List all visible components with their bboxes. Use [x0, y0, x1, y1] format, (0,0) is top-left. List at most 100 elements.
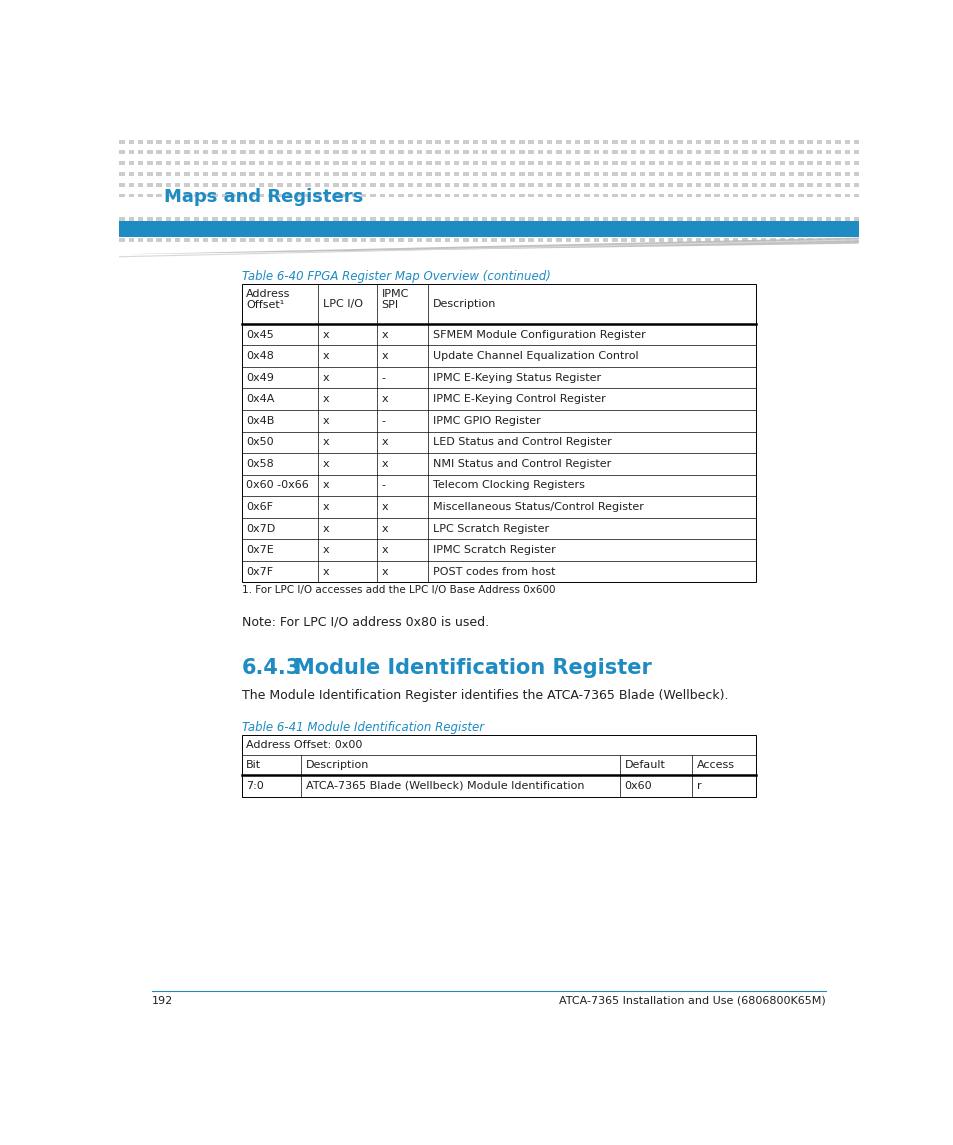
Bar — [565, 183, 571, 187]
Bar — [129, 228, 133, 231]
Bar — [249, 194, 254, 197]
Bar — [286, 238, 292, 242]
Bar — [723, 238, 728, 242]
Bar — [714, 238, 720, 242]
Bar — [333, 228, 338, 231]
Bar — [695, 140, 700, 143]
Bar — [174, 140, 180, 143]
Bar — [342, 150, 348, 155]
Text: x: x — [322, 372, 329, 382]
Bar — [379, 216, 385, 221]
Bar — [686, 183, 691, 187]
Bar — [798, 238, 802, 242]
Bar — [258, 216, 264, 221]
Bar — [231, 161, 236, 165]
Bar — [667, 140, 673, 143]
Bar — [556, 161, 561, 165]
Bar — [788, 216, 794, 221]
Bar — [575, 228, 579, 231]
Bar — [509, 228, 515, 231]
Bar — [333, 216, 338, 221]
Bar — [397, 172, 403, 176]
Bar — [825, 161, 831, 165]
Bar — [528, 228, 534, 231]
Text: -: - — [381, 416, 385, 426]
Bar — [258, 150, 264, 155]
Bar — [407, 172, 413, 176]
Bar — [658, 150, 663, 155]
Text: 0x7E: 0x7E — [246, 545, 274, 555]
Bar — [231, 172, 236, 176]
Bar — [798, 172, 802, 176]
Bar — [760, 183, 765, 187]
Bar — [658, 194, 663, 197]
Bar — [444, 140, 450, 143]
Text: x: x — [381, 437, 388, 448]
Bar — [686, 216, 691, 221]
Bar — [249, 183, 254, 187]
Bar — [788, 150, 794, 155]
Bar — [463, 140, 468, 143]
Text: 0x48: 0x48 — [246, 352, 274, 361]
Bar — [500, 172, 505, 176]
Bar — [352, 216, 356, 221]
Text: SFMEM Module Configuration Register: SFMEM Module Configuration Register — [432, 330, 645, 340]
Bar — [509, 216, 515, 221]
Bar — [620, 140, 626, 143]
Text: x: x — [381, 523, 388, 534]
Bar — [147, 238, 152, 242]
Bar — [193, 238, 199, 242]
Bar — [481, 150, 487, 155]
Bar — [435, 172, 440, 176]
Bar — [203, 172, 208, 176]
Text: Note: For LPC I/O address 0x80 is used.: Note: For LPC I/O address 0x80 is used. — [241, 616, 488, 629]
Bar — [416, 216, 422, 221]
Bar — [714, 150, 720, 155]
Text: x: x — [322, 545, 329, 555]
Bar — [240, 238, 245, 242]
Bar — [528, 140, 534, 143]
Bar — [593, 228, 598, 231]
Bar — [686, 150, 691, 155]
Bar — [806, 216, 812, 221]
Bar — [137, 228, 143, 231]
Bar — [342, 161, 348, 165]
Bar — [575, 216, 579, 221]
Bar — [565, 216, 571, 221]
Bar — [360, 172, 366, 176]
Bar — [537, 216, 542, 221]
Bar — [389, 183, 394, 187]
Bar — [639, 183, 645, 187]
Bar — [714, 140, 720, 143]
Bar — [853, 228, 859, 231]
Text: x: x — [322, 416, 329, 426]
Text: LPC I/O: LPC I/O — [322, 299, 362, 309]
Bar — [509, 183, 515, 187]
Bar — [593, 194, 598, 197]
Bar — [575, 140, 579, 143]
Bar — [639, 150, 645, 155]
Text: x: x — [381, 502, 388, 512]
Bar — [575, 150, 579, 155]
Bar — [723, 216, 728, 221]
Bar — [314, 216, 319, 221]
Text: x: x — [322, 459, 329, 469]
Text: x: x — [381, 352, 388, 361]
Bar — [518, 183, 524, 187]
Bar — [695, 172, 700, 176]
Bar — [268, 172, 274, 176]
Bar — [444, 161, 450, 165]
Bar — [370, 172, 375, 176]
Bar — [277, 228, 282, 231]
Text: Address: Address — [246, 290, 291, 300]
Bar — [843, 183, 849, 187]
Bar — [806, 150, 812, 155]
Text: 192: 192 — [152, 996, 172, 1006]
Bar — [203, 140, 208, 143]
Bar — [221, 140, 227, 143]
Bar — [630, 238, 636, 242]
Bar — [509, 150, 515, 155]
Bar — [305, 183, 311, 187]
Text: 0x45: 0x45 — [246, 330, 274, 340]
Bar — [352, 238, 356, 242]
